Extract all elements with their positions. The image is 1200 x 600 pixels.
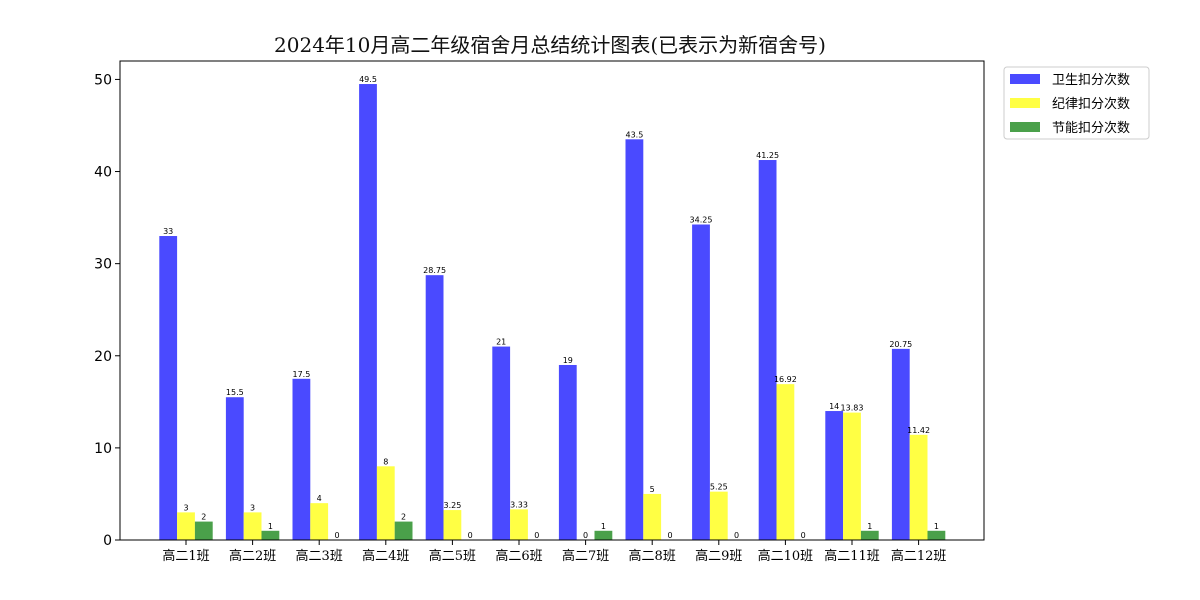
x-tick-label: 高二6班	[495, 548, 542, 564]
legend-label: 卫生扣分次数	[1052, 72, 1130, 88]
data-label: 0	[468, 531, 473, 540]
x-tick-label: 高二1班	[162, 548, 209, 564]
y-tick-label: 50	[94, 72, 112, 88]
data-label: 34.25	[690, 216, 713, 225]
bar	[492, 346, 511, 540]
bar	[261, 530, 280, 540]
bar	[594, 530, 613, 540]
x-tick-label: 高二4班	[362, 548, 409, 564]
data-labels-layer: 3315.517.549.528.75211943.534.2541.25142…	[163, 75, 939, 540]
x-tick-label: 高二12班	[891, 548, 947, 564]
bar	[376, 466, 395, 540]
data-label: 0	[583, 531, 588, 540]
data-label: 1	[867, 522, 872, 531]
data-label: 21	[496, 338, 506, 347]
data-label: 0	[534, 531, 539, 540]
bar	[292, 378, 311, 540]
data-label: 0	[734, 531, 739, 540]
bar	[359, 84, 377, 540]
bar	[394, 521, 413, 540]
plot-frame	[119, 60, 985, 541]
legend-swatch	[1010, 98, 1040, 108]
bar	[425, 275, 444, 540]
data-label: 17.5	[292, 370, 310, 379]
chart-title: 2024年10月高二年级宿舍月总结统计图表(已表示为新宿舍号)	[274, 33, 826, 57]
x-tick-label: 高二5班	[429, 548, 476, 564]
bar	[860, 530, 879, 540]
data-label: 3.33	[510, 500, 528, 509]
y-axis: 0 10 20 30 40 50	[94, 72, 120, 549]
data-label: 13.83	[841, 404, 864, 413]
legend-label: 纪律扣分次数	[1052, 96, 1130, 112]
y-tick-label: 0	[103, 533, 112, 549]
y-tick-label: 20	[94, 349, 112, 365]
bar	[909, 434, 928, 540]
bar	[225, 397, 244, 540]
y-tick-label: 10	[94, 441, 112, 457]
bar	[177, 512, 195, 540]
bar	[159, 236, 178, 540]
bar	[510, 509, 528, 540]
data-label: 2	[401, 513, 406, 522]
bar	[927, 530, 946, 540]
bar	[443, 510, 462, 540]
data-label: 43.5	[625, 130, 643, 139]
x-tick-label: 高二7班	[562, 548, 609, 564]
data-label: 20.75	[889, 340, 912, 349]
data-label: 1	[934, 522, 939, 531]
bar	[692, 224, 710, 540]
bar	[558, 364, 577, 540]
data-label: 3	[250, 503, 255, 512]
x-tick-label: 高二10班	[758, 548, 814, 564]
bar	[194, 521, 213, 540]
bar	[843, 412, 861, 540]
bar	[709, 491, 728, 540]
data-label: 33	[163, 227, 173, 236]
data-label: 1	[601, 522, 606, 531]
data-label: 0	[801, 531, 806, 540]
legend-swatch	[1010, 74, 1040, 84]
x-tick-label: 高二8班	[629, 548, 676, 564]
data-label: 8	[383, 457, 388, 466]
bar	[310, 503, 329, 540]
bar	[776, 384, 795, 540]
data-label: 49.5	[359, 75, 377, 84]
y-tick-label: 30	[94, 257, 112, 273]
data-label: 0	[334, 531, 339, 540]
data-label: 19	[563, 356, 573, 365]
y-tick-label: 40	[94, 165, 112, 181]
legend-swatch	[1010, 122, 1040, 132]
data-label: 41.25	[756, 151, 779, 160]
bar	[643, 493, 662, 540]
legend-label: 节能扣分次数	[1052, 120, 1130, 136]
x-axis: 高二1班 高二2班 高二3班 高二4班 高二5班 高二6班 高二7班 高二8班 高二9班 高二10…	[162, 540, 946, 564]
data-label: 14	[829, 402, 839, 411]
legend-box	[1003, 66, 1150, 140]
data-label: 2	[201, 513, 206, 522]
x-tick-label: 高二2班	[229, 548, 276, 564]
data-label: 16.92	[774, 375, 797, 384]
data-label: 0	[667, 531, 672, 540]
data-label: 5	[650, 485, 655, 494]
bar	[825, 411, 844, 540]
data-label: 3.25	[443, 501, 461, 510]
bar	[758, 160, 777, 540]
bars-layer	[159, 84, 946, 541]
data-label: 5.25	[710, 483, 728, 492]
data-label: 28.75	[423, 266, 446, 275]
data-label: 4	[317, 494, 322, 503]
bar	[243, 512, 262, 540]
data-label: 1	[268, 522, 273, 531]
data-label: 3	[183, 503, 188, 512]
bar	[625, 139, 644, 541]
x-tick-label: 高二11班	[824, 548, 880, 564]
data-label: 11.42	[907, 426, 930, 435]
x-tick-label: 高二9班	[695, 548, 742, 564]
data-label: 15.5	[226, 388, 244, 397]
x-tick-label: 高二3班	[296, 548, 343, 564]
bar	[891, 348, 910, 540]
